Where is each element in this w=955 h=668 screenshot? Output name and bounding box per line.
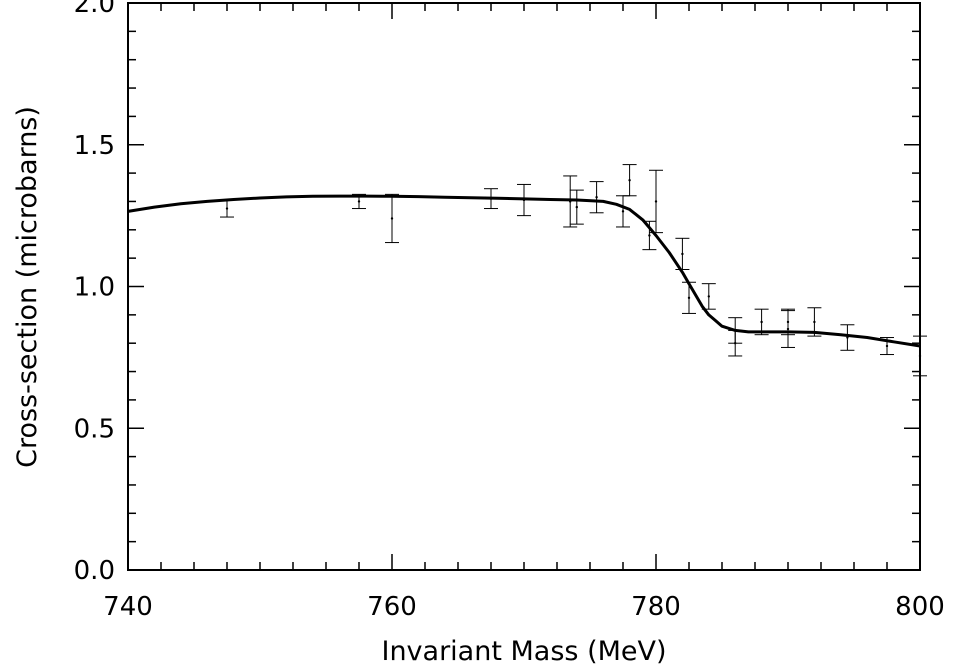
y-tick-label: 0.0: [74, 556, 115, 586]
x-tick-label: 780: [631, 592, 681, 622]
data-point: [517, 183, 531, 217]
data-point-marker: [595, 195, 598, 199]
data-point-marker: [734, 342, 737, 345]
x-axis-title: Invariant Mass (MeV): [381, 636, 666, 667]
y-axis-title: Cross-section (microbarns): [12, 106, 43, 468]
data-point-marker: [760, 320, 763, 324]
data-point-marker: [687, 296, 691, 300]
x-tick-label: 760: [367, 592, 417, 622]
data-point: [589, 181, 604, 214]
data-point-marker: [390, 217, 394, 220]
data-point-marker: [654, 200, 658, 203]
data-point: [840, 324, 855, 351]
data-point-marker: [813, 320, 816, 324]
y-tick-label: 2.0: [74, 0, 115, 19]
data-point-marker: [707, 295, 710, 298]
y-tick-label: 1.5: [74, 131, 115, 161]
data-point-marker: [885, 344, 889, 348]
data-point-marker: [357, 200, 361, 203]
y-tick-label: 0.5: [74, 414, 115, 444]
data-point-marker: [681, 252, 684, 256]
data-point-marker: [648, 234, 651, 237]
axis-ticks: [127, 2, 921, 571]
data-point-marker: [786, 320, 790, 324]
data-point: [682, 281, 696, 314]
data-point: [913, 335, 927, 377]
x-tick-label: 740: [103, 592, 153, 622]
x-tick-labels: 740 760 780 800: [103, 592, 945, 622]
data-point-marker: [918, 354, 922, 358]
data-point: [675, 237, 690, 270]
fit-curve: [127, 194, 921, 348]
data-point: [622, 164, 637, 197]
y-tick-labels: 0.0 0.5 1.0 1.5 2.0: [74, 0, 115, 586]
data-point: [616, 195, 630, 228]
data-point: [385, 193, 399, 244]
data-point-marker: [575, 205, 578, 209]
plot-frame: [127, 2, 921, 571]
data-point-marker: [628, 178, 631, 182]
data-point: [569, 189, 584, 225]
y-tick-label: 1.0: [74, 273, 115, 303]
x-tick-label: 800: [895, 592, 945, 622]
data-point-marker: [621, 210, 625, 213]
data-point: [220, 199, 234, 218]
data-point: [701, 283, 716, 310]
data-point-marker: [225, 207, 229, 210]
data-point: [649, 169, 663, 234]
